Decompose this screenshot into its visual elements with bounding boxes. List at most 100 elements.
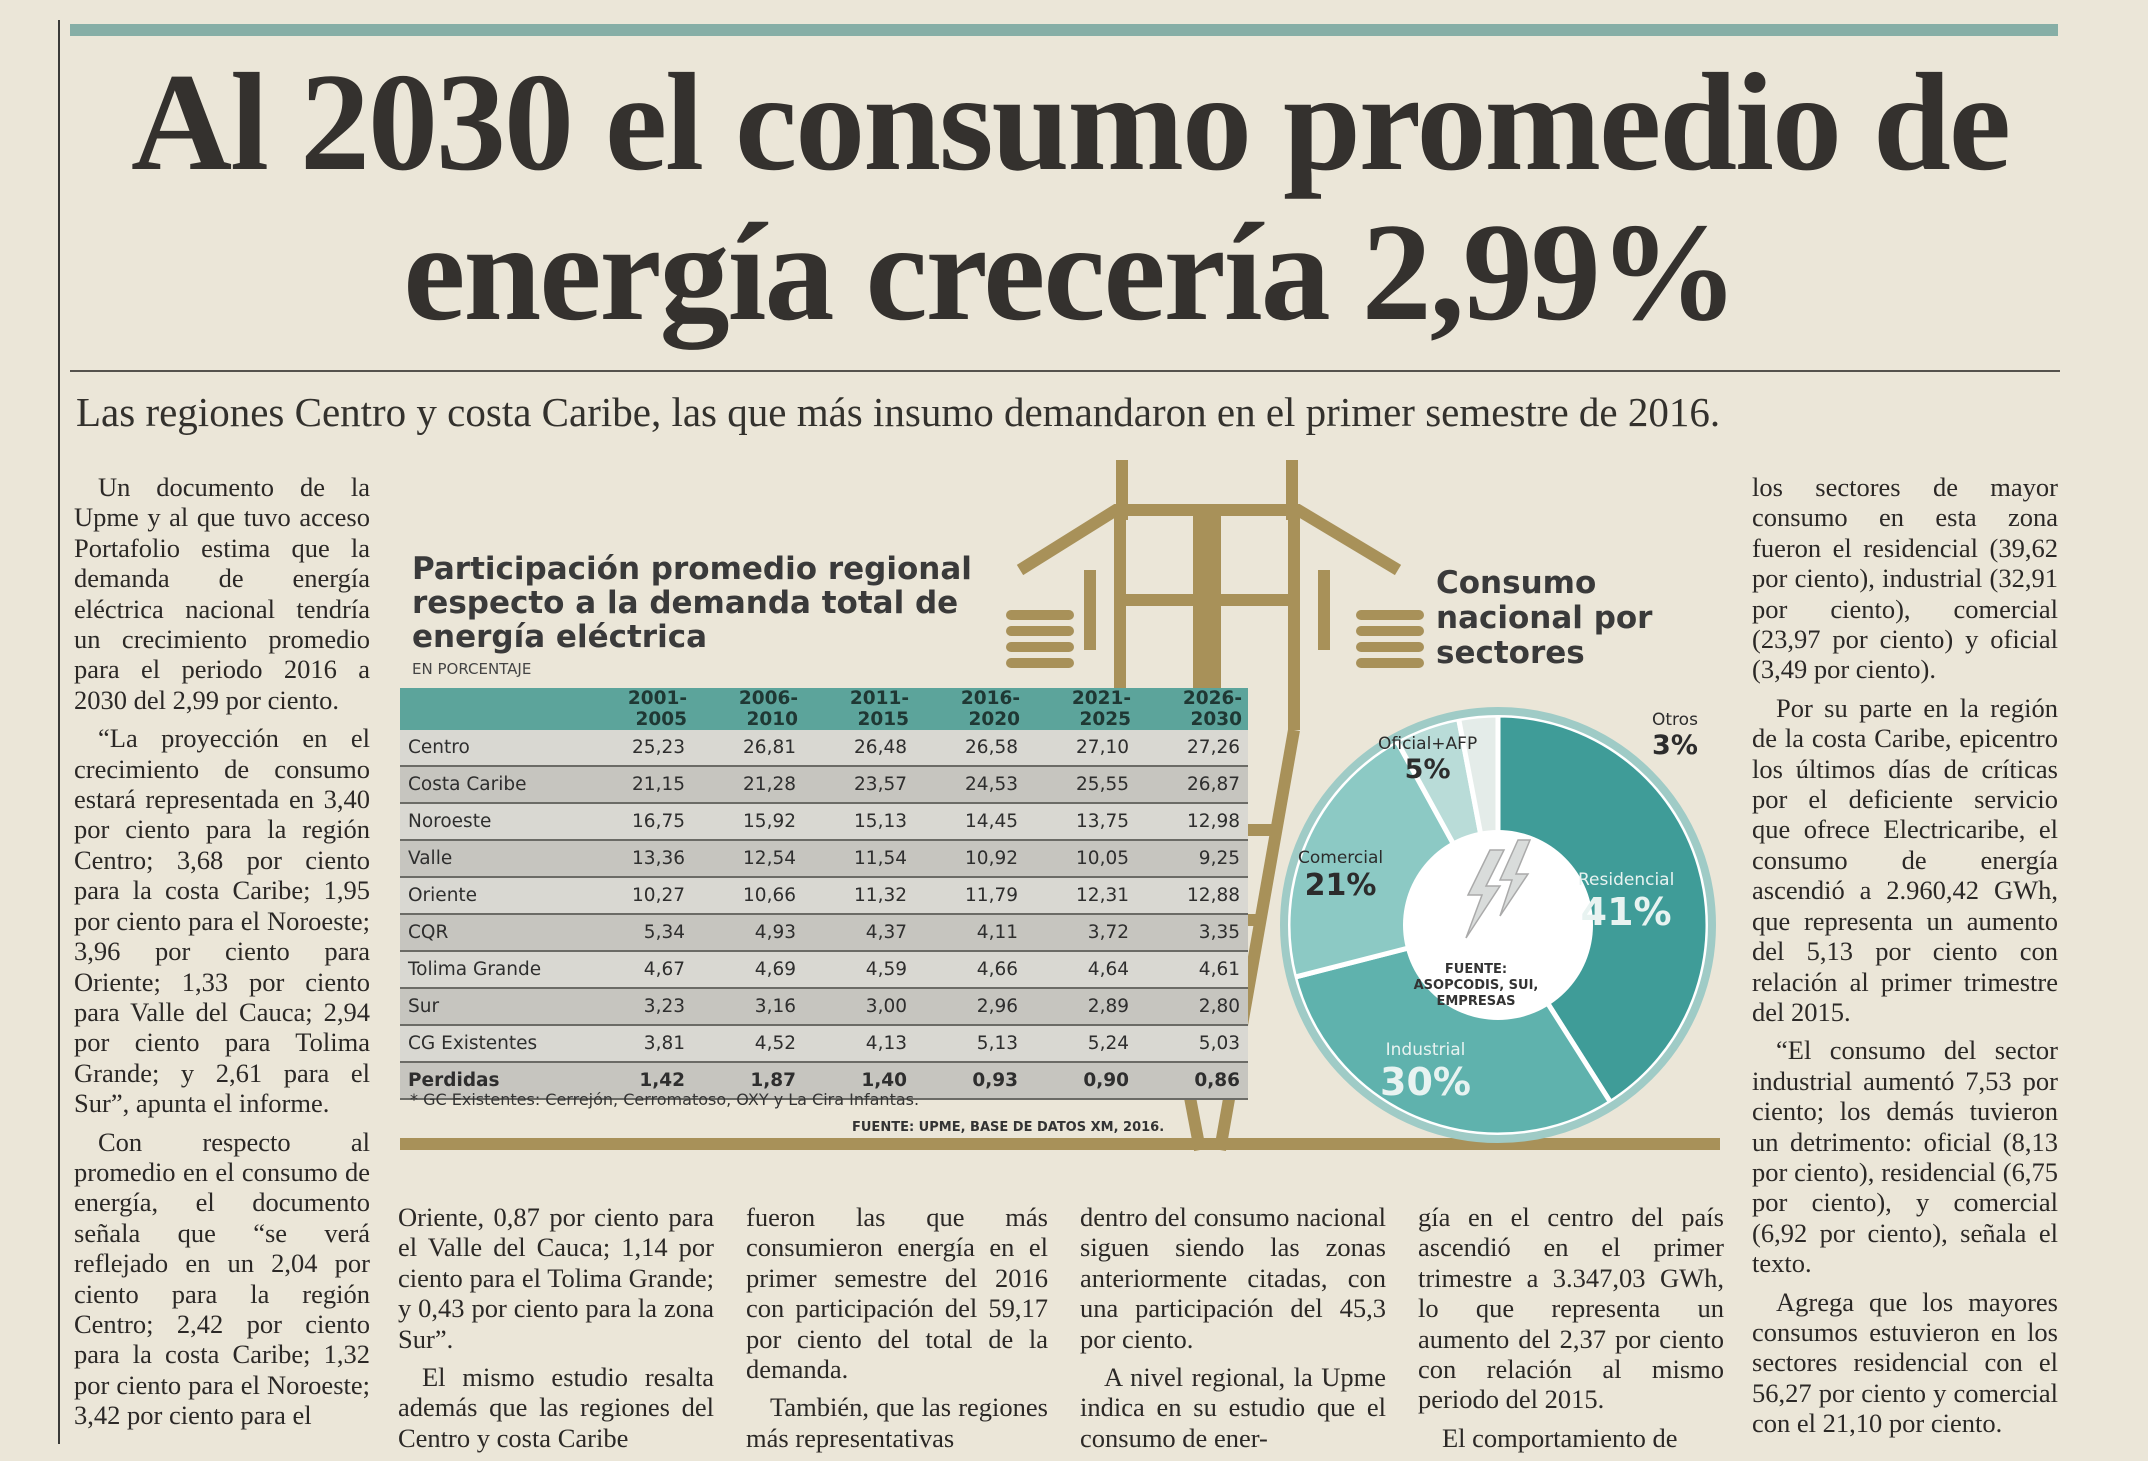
table-value-cell: 2,96 (915, 988, 1026, 1026)
table-value-cell: 26,81 (693, 730, 804, 767)
table-value-cell: 21,15 (582, 766, 693, 804)
table-value-cell: 4,67 (582, 951, 693, 989)
table-header-cell: 2011-2015 (804, 688, 915, 730)
table-region-cell: Perdidas (400, 1062, 582, 1100)
table-value-cell: 5,34 (582, 914, 693, 952)
subtitle: Las regiones Centro y costa Caribe, las … (76, 389, 1721, 435)
table-value-cell: 12,88 (1137, 877, 1248, 915)
table-value-cell: 11,79 (915, 877, 1026, 915)
table-value-cell: 13,75 (1026, 803, 1137, 841)
table-region-cell: Tolima Grande (400, 951, 582, 989)
pie-outer-ring (1280, 707, 1716, 1143)
table-value-cell: 12,98 (1137, 803, 1248, 841)
table-row: Tolima Grande 4,67 4,69 4,59 4,66 4,64 4,61 (400, 951, 1248, 989)
pie-label-comercial: Comercial 21% (1298, 848, 1384, 903)
pie-source: FUENTE: ASOPCODIS, SUI, EMPRESAS (1413, 962, 1539, 1009)
table-value-cell: 3,81 (582, 1025, 693, 1063)
table-header-cell (400, 688, 582, 730)
table-value-cell: 23,57 (804, 766, 915, 804)
table-value-cell: 3,16 (693, 988, 804, 1026)
table-value-cell: 16,75 (582, 803, 693, 841)
table-value-cell: 0,86 (1137, 1062, 1248, 1100)
pie-title: Consumo nacional por sectores (1436, 566, 1696, 671)
table-value-cell: 4,66 (915, 951, 1026, 989)
table-value-cell: 4,64 (1026, 951, 1137, 989)
table-region-cell: CQR (400, 914, 582, 952)
pie-label-oficial: Oficial+AFP 5% (1378, 734, 1478, 785)
table-row: Valle 13,36 12,54 11,54 10,92 10,05 9,25 (400, 840, 1248, 878)
table-row: Oriente 10,27 10,66 11,32 11,79 12,31 12,88 (400, 877, 1248, 915)
table-value-cell: 3,00 (804, 988, 915, 1026)
paragraph: El mismo estudio resalta además que las … (398, 1362, 714, 1453)
paragraph: Con respecto al promedio en el consumo d… (74, 1126, 370, 1431)
table-region-cell: Oriente (400, 877, 582, 915)
table-header-cell: 2016-2020 (915, 688, 1026, 730)
paragraph: fueron las que más consumieron energía e… (746, 1202, 1048, 1385)
table-value-cell: 1,40 (804, 1062, 915, 1100)
table-value-cell: 5,03 (1137, 1025, 1248, 1063)
table-value-cell: 10,92 (915, 840, 1026, 878)
table-value-cell: 0,90 (1026, 1062, 1137, 1100)
table-row: Perdidas 1,42 1,87 1,40 0,93 0,90 0,86 (400, 1062, 1248, 1100)
table-value-cell: 0,93 (915, 1062, 1026, 1100)
table-value-cell: 10,27 (582, 877, 693, 915)
paragraph: El comportamiento de (1442, 1422, 1678, 1453)
table-value-cell: 4,52 (693, 1025, 804, 1063)
table-row: Noroeste 16,75 15,92 15,13 14,45 13,75 12,98 (400, 803, 1248, 841)
pie-center-hole (1403, 830, 1593, 1020)
article-column-bottom-1: Oriente, 0,87 por ciento para el Valle d… (398, 1202, 714, 1461)
table-value-cell: 5,13 (915, 1025, 1026, 1063)
paragraph: los sectores de mayor consumo en esta zo… (1752, 472, 2058, 685)
table-subtitle: EN PORCENTAJE (412, 660, 532, 678)
table-value-cell: 2,80 (1137, 988, 1248, 1026)
table-header-cell: 2001-2005 (582, 688, 693, 730)
table-header-cell: 2006-2010 (693, 688, 804, 730)
table-value-cell: 26,48 (804, 730, 915, 767)
paragraph: Por su parte en la región de la costa Ca… (1752, 692, 2058, 1027)
table-value-cell: 12,31 (1026, 877, 1137, 915)
table-region-cell: Sur (400, 988, 582, 1026)
table-region-cell: CG Existentes (400, 1025, 582, 1063)
table-value-cell: 26,58 (915, 730, 1026, 767)
table-region-cell: Costa Caribe (400, 766, 582, 804)
table-value-cell: 3,23 (582, 988, 693, 1026)
table-region-cell: Noroeste (400, 803, 582, 841)
table-value-cell: 3,35 (1137, 914, 1248, 952)
paragraph: Un documento de la Upme y al que tuvo ac… (74, 472, 370, 715)
table-value-cell: 4,37 (804, 914, 915, 952)
pie-label-otros: Otros 3% (1652, 710, 1698, 761)
table-value-cell: 4,13 (804, 1025, 915, 1063)
table-value-cell: 4,61 (1137, 951, 1248, 989)
table-value-cell: 2,89 (1026, 988, 1137, 1026)
table-value-cell: 12,54 (693, 840, 804, 878)
table-value-cell: 3,72 (1026, 914, 1137, 952)
table-header-cell: 2021-2025 (1026, 688, 1137, 730)
paragraph: Agrega que los mayores consumos estuvier… (1752, 1286, 2058, 1439)
paragraph: A nivel regional, la Upme indica en su e… (1080, 1362, 1386, 1453)
article-column-bottom-4: gía en el centro del país ascendió en el… (1418, 1202, 1724, 1461)
lightning-bolt-icon (1465, 839, 1532, 939)
page-border (58, 20, 60, 1444)
table-value-cell: 11,32 (804, 877, 915, 915)
paragraph: Oriente, 0,87 por ciento para el Valle d… (398, 1202, 714, 1354)
table-value-cell: 4,11 (915, 914, 1026, 952)
headline-rule (70, 370, 2060, 372)
pie-slice-industrial (1291, 922, 1614, 1138)
table-value-cell: 15,13 (804, 803, 915, 841)
paragraph: “La proyección en el crecimiento de cons… (74, 723, 370, 1119)
article-column-left: Un documento de la Upme y al que tuvo ac… (74, 472, 370, 1439)
table-value-cell: 25,55 (1026, 766, 1137, 804)
table-source: FUENTE: UPME, BASE DE DATOS XM, 2016. (852, 1120, 1165, 1135)
table-value-cell: 1,42 (582, 1062, 693, 1100)
article-column-bottom-2: fueron las que más consumieron energía e… (746, 1202, 1048, 1461)
table-value-cell: 11,54 (804, 840, 915, 878)
table-value-cell: 4,69 (693, 951, 804, 989)
pie-label-industrial: Industrial 30% (1380, 1040, 1471, 1104)
sector-pie-chart (1280, 707, 1716, 1143)
table-header-row: 2001-2005 2006-2010 2011-2015 2016-2020 … (400, 688, 1248, 730)
table-value-cell: 26,87 (1137, 766, 1248, 804)
table-value-cell: 4,59 (804, 951, 915, 989)
regional-demand-table: 2001-2005 2006-2010 2011-2015 2016-2020 … (400, 688, 1248, 1100)
paragraph: “El consumo del sector industrial aument… (1752, 1035, 2058, 1279)
table-row: CG Existentes 3,81 4,52 4,13 5,13 5,24 5,03 (400, 1025, 1248, 1063)
